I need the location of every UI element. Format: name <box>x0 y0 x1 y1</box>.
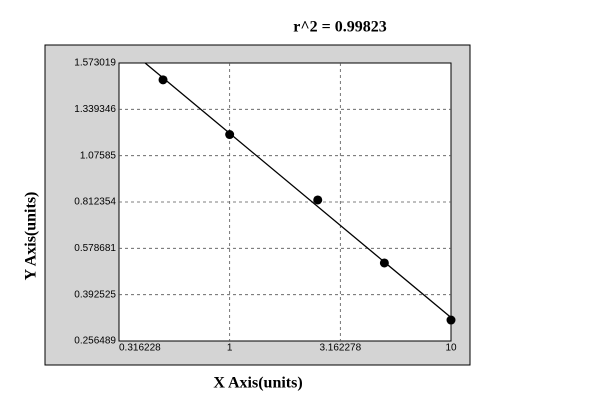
point <box>446 315 456 325</box>
x-tick-label: 3.162278 <box>319 343 361 354</box>
y-tick-label: 0.256489 <box>74 336 116 347</box>
y-tick-label: 0.392525 <box>74 289 116 300</box>
x-tick-label: 1 <box>227 343 233 354</box>
y-tick-label: 1.573019 <box>74 58 116 69</box>
x-axis-label: X Axis(units) <box>213 375 302 392</box>
y-axis-label: Y Axis(units) <box>23 192 40 281</box>
point <box>379 258 389 268</box>
chart-title: r^2 = 0.99823 <box>293 19 387 36</box>
point <box>225 130 235 140</box>
point <box>158 75 168 85</box>
point <box>313 195 323 205</box>
x-tick-label: 10 <box>445 343 457 354</box>
y-tick-label: 0.578681 <box>74 243 116 254</box>
y-tick-label: 1.339346 <box>74 104 116 115</box>
y-tick-label: 1.07585 <box>80 150 117 161</box>
x-tick-label: 0.316228 <box>119 343 161 354</box>
y-tick-label: 0.812354 <box>74 197 116 208</box>
fit-line <box>144 62 452 318</box>
